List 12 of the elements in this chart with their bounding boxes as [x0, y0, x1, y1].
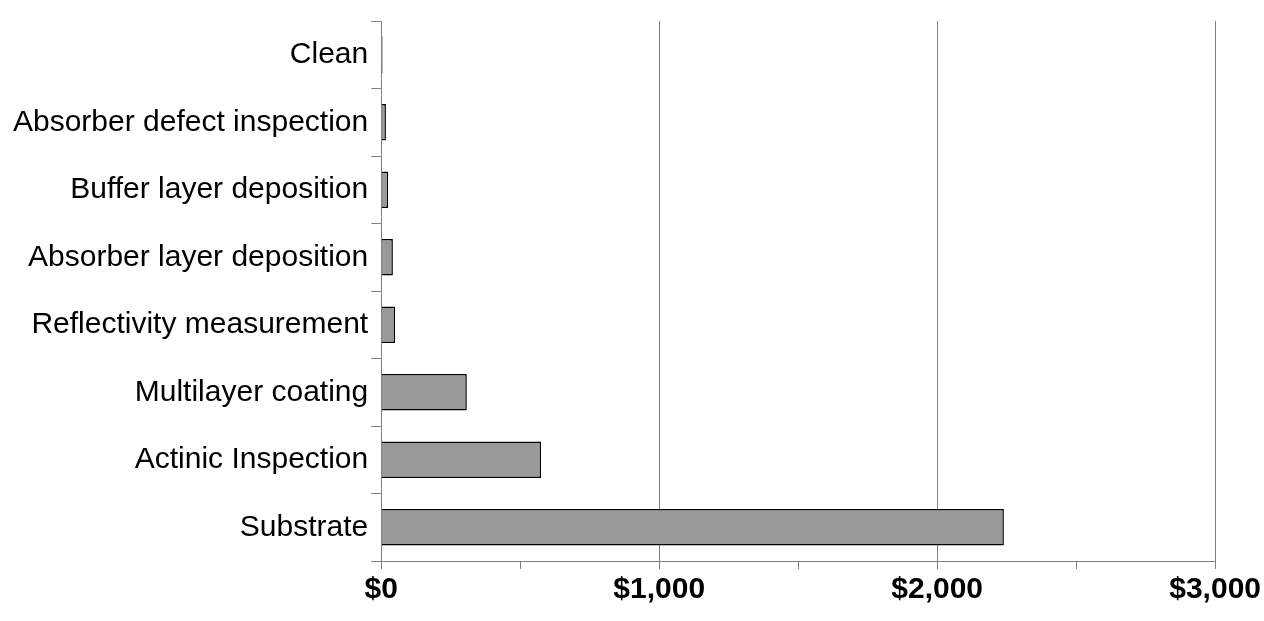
x-tick-label: $0: [364, 571, 398, 605]
y-tick-label: Absorber layer deposition: [28, 238, 369, 272]
y-tick-label: Substrate: [239, 508, 369, 542]
y-tick-label: Clean: [289, 36, 369, 70]
x-tick-label: $2,000: [891, 571, 984, 605]
y-tick-label: Multilayer coating: [134, 373, 369, 407]
y-tick-label: Buffer layer deposition: [70, 171, 369, 205]
y-tick-label: Actinic Inspection: [134, 441, 369, 475]
x-tick-label: $1,000: [613, 571, 706, 605]
y-tick-label: Reflectivity measurement: [31, 306, 369, 340]
x-tick-label: $3,000: [1169, 571, 1261, 605]
y-tick-label: Absorber defect inspection: [12, 103, 369, 137]
